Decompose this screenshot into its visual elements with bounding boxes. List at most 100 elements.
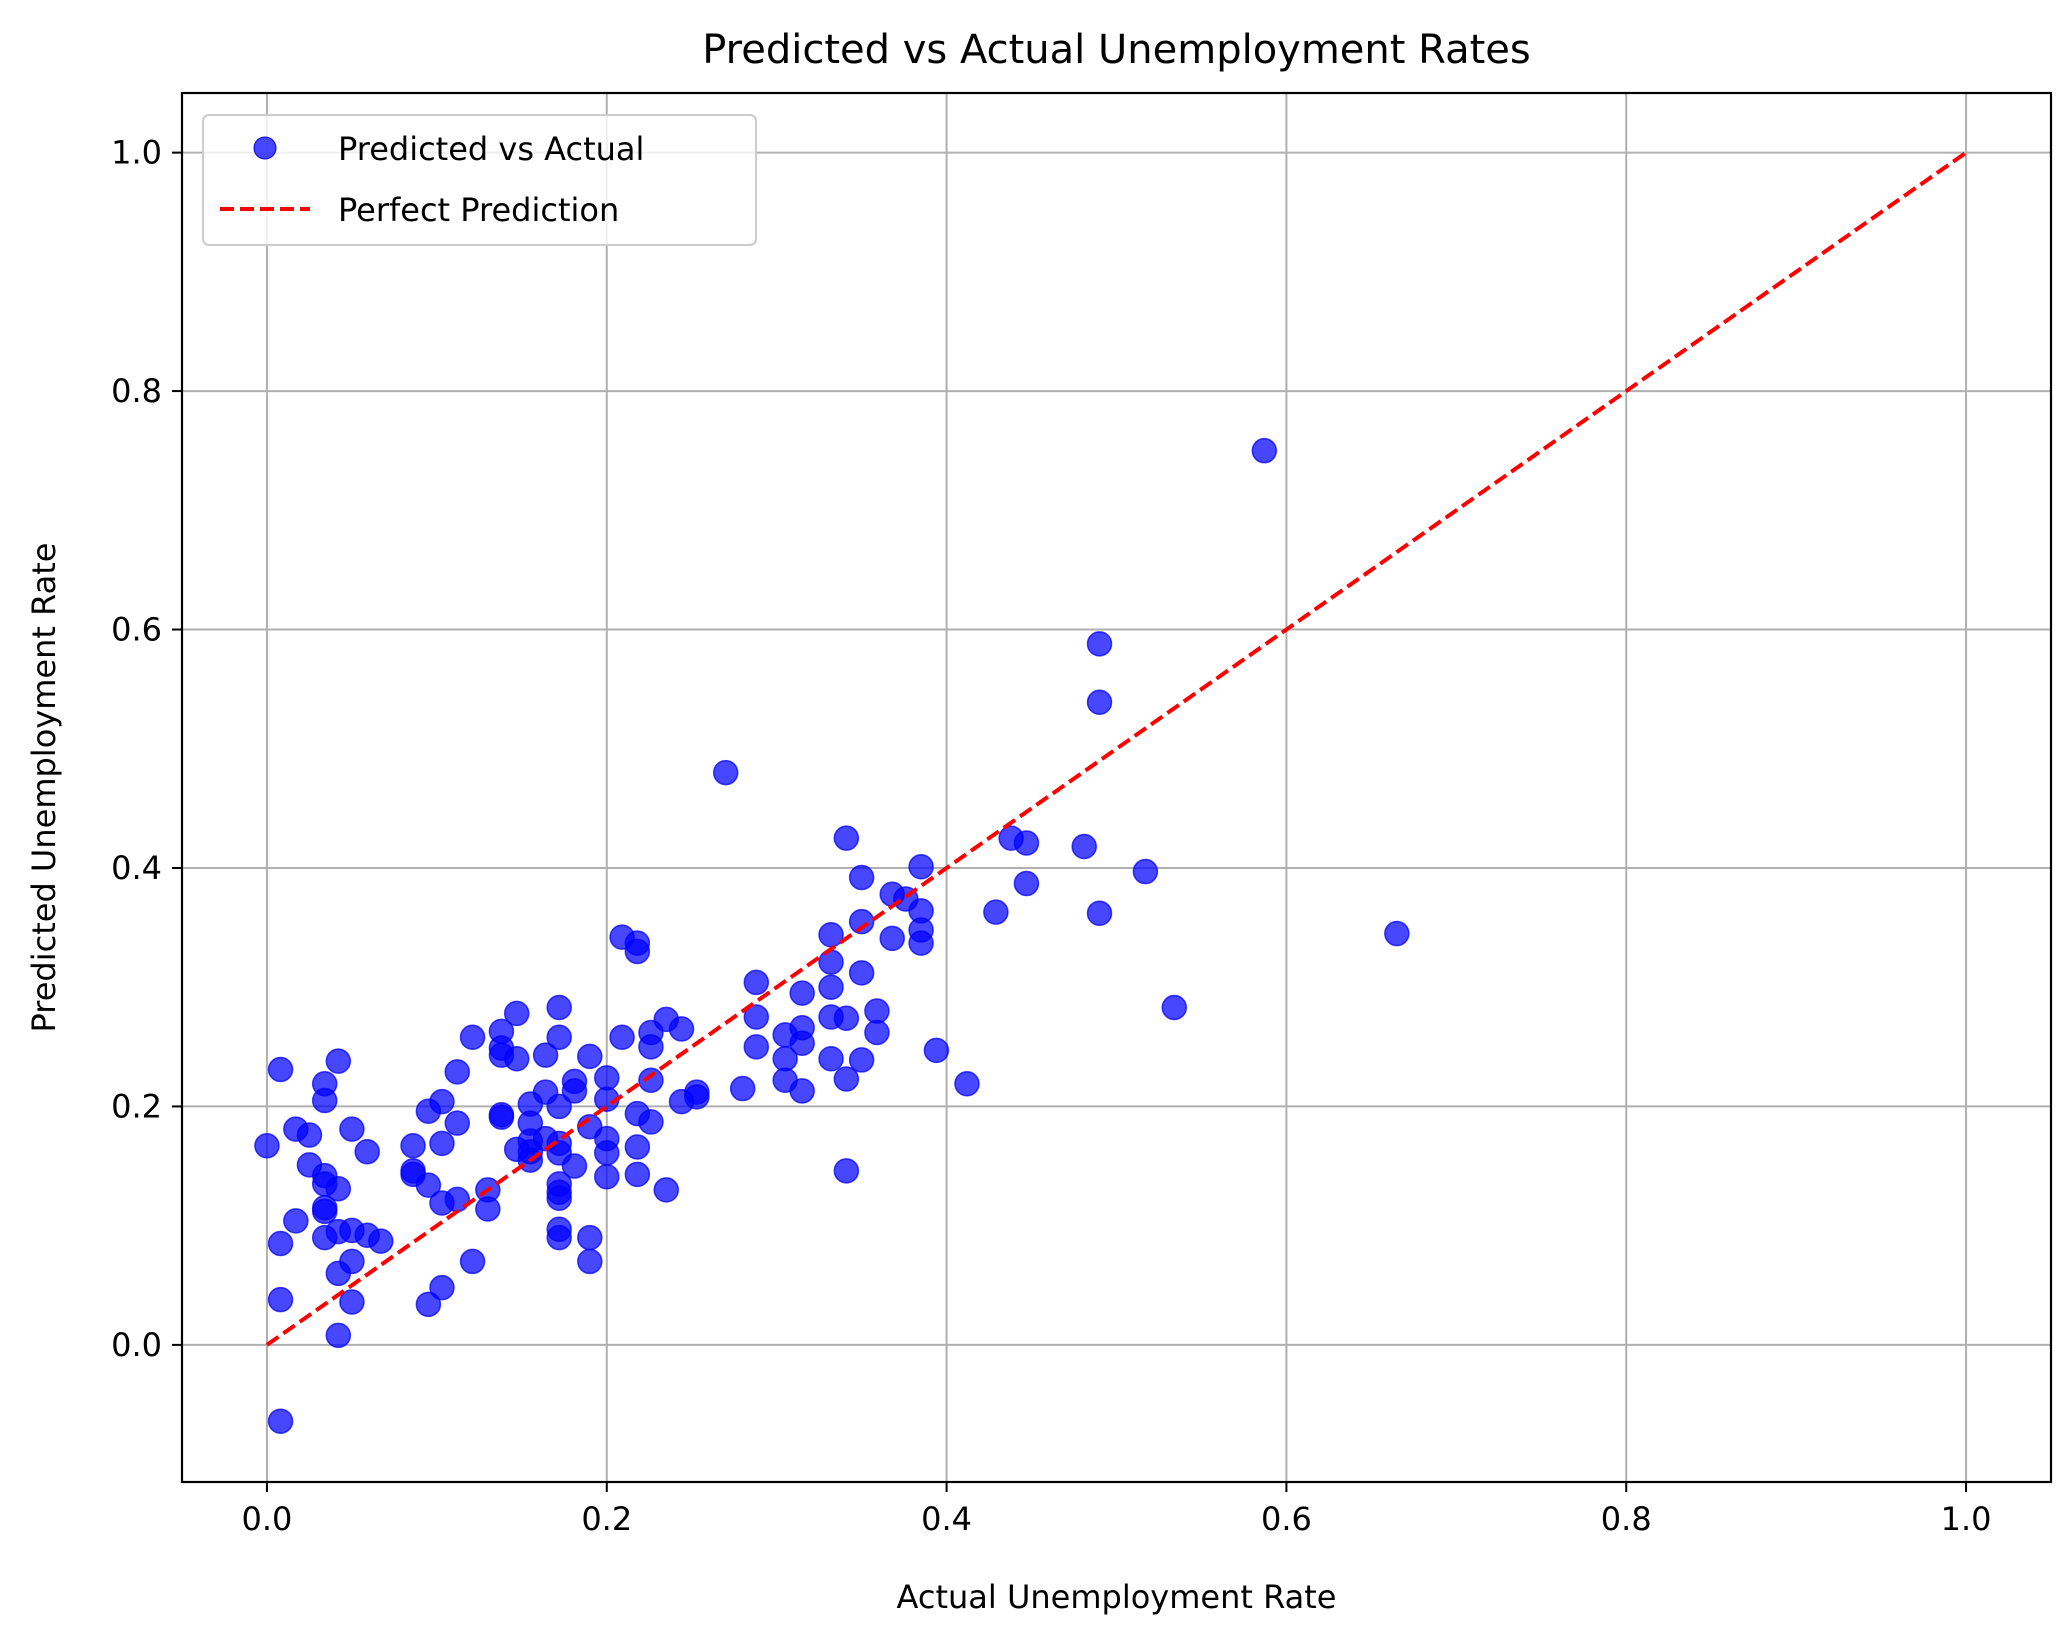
data-point <box>684 1084 710 1110</box>
data-point <box>908 930 934 956</box>
data-point <box>624 1134 651 1160</box>
data-point <box>429 1088 455 1115</box>
data-point <box>833 1158 860 1184</box>
data-point <box>833 1005 860 1031</box>
y-tick-label: 0.8 <box>111 372 162 410</box>
data-point <box>594 1065 620 1091</box>
data-point <box>1086 900 1113 927</box>
data-point <box>546 1024 572 1051</box>
data-point <box>983 899 1009 925</box>
data-point <box>267 1056 294 1083</box>
data-point <box>818 921 844 948</box>
data-point <box>561 1078 588 1104</box>
data-point <box>325 1048 352 1074</box>
legend: Predicted vs Actual Perfect Prediction <box>202 114 757 246</box>
data-point <box>444 1110 471 1136</box>
data-point <box>267 1230 294 1257</box>
data-point <box>1161 994 1188 1021</box>
plot-frame <box>180 91 2053 1484</box>
data-point <box>818 974 844 1000</box>
data-point <box>311 1087 338 1114</box>
y-tick-label: 0.0 <box>111 1326 162 1364</box>
y-tick-label: 0.6 <box>111 611 162 649</box>
y-tick-label: 1.0 <box>111 134 162 172</box>
data-point <box>459 1248 486 1275</box>
data-point <box>354 1138 380 1165</box>
data-point <box>254 1133 280 1159</box>
data-point <box>653 1177 679 1203</box>
legend-label-predicted: Predicted vs Actual <box>338 130 644 168</box>
data-point <box>1384 920 1410 947</box>
data-point <box>848 1047 875 1073</box>
data-point <box>283 1208 309 1234</box>
data-point <box>488 1104 515 1130</box>
data-point <box>743 1034 770 1060</box>
data-point <box>546 1224 572 1251</box>
ticks: 0.0 0.2 0.4 0.6 0.8 1.0 0.0 0.2 0.4 0.6 0.8 1.0 <box>111 134 1991 1538</box>
x-tick-label: 0.4 <box>921 1500 972 1538</box>
x-tick-label: 0.8 <box>1601 1500 1652 1538</box>
data-point <box>546 994 572 1021</box>
data-point <box>475 1196 501 1222</box>
data-point <box>743 969 770 996</box>
data-point <box>668 1016 695 1042</box>
data-point <box>954 1071 980 1097</box>
data-point <box>848 864 875 891</box>
data-point <box>864 998 890 1024</box>
data-point <box>267 1408 294 1434</box>
data-point <box>546 1093 572 1120</box>
data-point <box>609 1024 635 1051</box>
data-point <box>503 1000 530 1027</box>
data-point <box>1132 858 1159 885</box>
data-point <box>833 825 860 851</box>
data-point <box>339 1248 365 1275</box>
data-point <box>789 1078 815 1104</box>
x-tick-label: 0.2 <box>581 1500 632 1538</box>
data-point <box>848 960 875 986</box>
data-point <box>325 1175 352 1202</box>
data-point <box>415 1291 442 1318</box>
data-point <box>577 1224 603 1251</box>
x-axis-title: Actual Unemployment Rate <box>897 1578 1337 1616</box>
data-point <box>864 1019 890 1046</box>
data-point <box>1071 833 1097 860</box>
data-point <box>638 1034 664 1060</box>
data-point <box>789 980 815 1006</box>
data-point <box>743 1004 770 1030</box>
legend-marker-predicted <box>253 136 277 160</box>
data-point <box>311 1198 338 1225</box>
data-point <box>267 1286 294 1313</box>
data-point <box>325 1322 352 1349</box>
data-point <box>789 1030 815 1056</box>
data-point <box>624 938 651 965</box>
data-point <box>848 908 875 935</box>
plot-data <box>254 150 1968 1434</box>
data-point <box>1013 870 1040 897</box>
legend-label-perfect-prediction: Perfect Prediction <box>338 191 619 229</box>
data-point <box>503 1045 530 1072</box>
data-point <box>577 1248 603 1275</box>
x-tick-label: 0.6 <box>1261 1500 1312 1538</box>
data-point <box>712 759 739 786</box>
data-point <box>561 1153 588 1179</box>
data-point <box>546 1185 572 1211</box>
data-point <box>577 1043 603 1070</box>
data-point <box>532 1042 559 1068</box>
data-point <box>833 1066 860 1092</box>
y-tick-label: 0.4 <box>111 849 162 887</box>
data-point <box>624 1161 651 1188</box>
data-point <box>879 925 905 952</box>
data-point <box>638 1067 664 1093</box>
data-point <box>818 949 844 975</box>
y-tick-label: 0.2 <box>111 1087 162 1125</box>
data-point <box>729 1075 756 1102</box>
data-point <box>429 1130 455 1157</box>
data-point <box>638 1109 664 1135</box>
x-tick-label: 0.0 <box>242 1500 293 1538</box>
data-point <box>459 1024 486 1051</box>
x-tick-label: 1.0 <box>1941 1500 1992 1538</box>
y-axis-title: Predicted Unemployment Rate <box>25 543 63 1033</box>
